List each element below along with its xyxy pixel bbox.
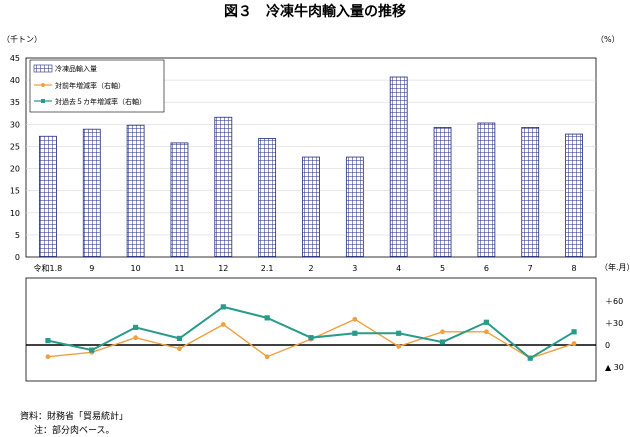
bar xyxy=(214,116,233,258)
line-series xyxy=(45,304,577,361)
footnote: 注：部分肉ベース。 xyxy=(34,426,115,436)
legend-bar-swatch xyxy=(33,64,53,73)
point-yoy xyxy=(133,335,139,341)
point-yoy xyxy=(396,344,402,349)
legend-marker-yoy xyxy=(41,83,45,87)
legend-label-bars: 冷凍品輸入量 xyxy=(55,64,97,73)
left-tick-label: 15 xyxy=(10,187,20,196)
point-5y xyxy=(483,319,489,325)
x-tick-label: 2 xyxy=(308,264,313,273)
point-5y xyxy=(133,324,139,330)
x-axis-unit: （年.月） xyxy=(600,262,630,272)
bar xyxy=(345,156,364,258)
point-5y xyxy=(527,355,533,361)
legend-box xyxy=(29,59,165,113)
right-axis-unit: （%） xyxy=(596,35,620,44)
left-tick-label: 10 xyxy=(10,209,20,218)
category-labels: 令和1.8 9 10 11 12 2.1 2 3 4 5 6 7 8 xyxy=(34,263,577,273)
point-yoy xyxy=(483,329,489,335)
x-tick-label: 7 xyxy=(528,264,533,273)
chart-title: 図３ 冷凍牛肉輸入量の推移 xyxy=(224,3,406,20)
point-5y xyxy=(220,304,226,310)
bar xyxy=(433,127,452,258)
bar xyxy=(258,138,277,258)
right-tick-label: ＋60 xyxy=(605,297,623,306)
x-tick-label: 6 xyxy=(484,264,489,273)
bar xyxy=(82,128,101,258)
x-tick-label: 8 xyxy=(572,264,577,273)
left-tick-label: 5 xyxy=(15,231,20,240)
bar-series xyxy=(39,76,583,258)
right-axis-ticks: ＋60 ＋30 0 ▲ 30 xyxy=(605,297,624,372)
point-5y xyxy=(571,329,577,335)
point-yoy xyxy=(45,354,51,360)
bar xyxy=(39,135,57,258)
legend-label-yoy: 対前年増減率（右軸） xyxy=(55,81,125,90)
left-tick-label: 40 xyxy=(10,76,20,85)
x-tick-label: 5 xyxy=(440,264,445,273)
point-yoy xyxy=(352,316,358,322)
left-tick-label: 45 xyxy=(10,54,20,63)
point-5y xyxy=(439,339,446,345)
bar xyxy=(389,76,408,258)
bar xyxy=(565,133,583,258)
x-tick-label: 令和1.8 xyxy=(34,263,63,273)
x-tick-label: 12 xyxy=(218,264,228,273)
right-tick-label: 0 xyxy=(605,341,610,350)
point-5y xyxy=(264,315,270,321)
left-axis-unit: （千トン） xyxy=(2,34,42,44)
x-tick-label: 3 xyxy=(352,264,357,273)
point-yoy xyxy=(440,329,445,335)
point-yoy xyxy=(571,341,577,346)
point-5y xyxy=(176,335,183,341)
left-tick-label: 30 xyxy=(10,120,20,129)
right-tick-label: ＋30 xyxy=(605,319,623,328)
point-yoy xyxy=(264,354,270,360)
bar xyxy=(302,156,320,258)
bar xyxy=(477,122,496,258)
left-tick-label: 25 xyxy=(10,142,20,151)
left-tick-label: 0 xyxy=(15,253,20,262)
point-5y xyxy=(308,335,314,341)
legend-marker-5y xyxy=(41,99,45,103)
bar xyxy=(521,127,540,258)
bar xyxy=(126,124,145,258)
left-tick-label: 35 xyxy=(10,98,20,107)
point-yoy xyxy=(177,346,182,352)
right-tick-label: ▲ 30 xyxy=(605,363,624,372)
legend: 冷凍品輸入量 対前年増減率（右軸） 対過去５カ年増減率（右軸） xyxy=(29,59,165,113)
x-tick-label: 2.1 xyxy=(261,264,274,273)
point-5y xyxy=(352,330,358,336)
point-yoy xyxy=(220,322,226,327)
point-5y xyxy=(45,338,51,344)
point-5y xyxy=(396,330,402,336)
x-tick-label: 10 xyxy=(131,264,141,273)
source-note: 資料：財務省「貿易統計」 xyxy=(20,412,129,422)
line-plot-frame xyxy=(25,277,597,382)
x-tick-label: 11 xyxy=(174,264,184,273)
left-tick-label: 20 xyxy=(10,165,20,174)
x-tick-label: 4 xyxy=(396,264,401,273)
legend-label-5y: 対過去５カ年増減率（右軸） xyxy=(55,97,146,106)
bar xyxy=(170,142,189,258)
point-5y xyxy=(89,347,95,353)
line-5y xyxy=(47,305,575,360)
x-tick-label: 9 xyxy=(89,264,94,273)
